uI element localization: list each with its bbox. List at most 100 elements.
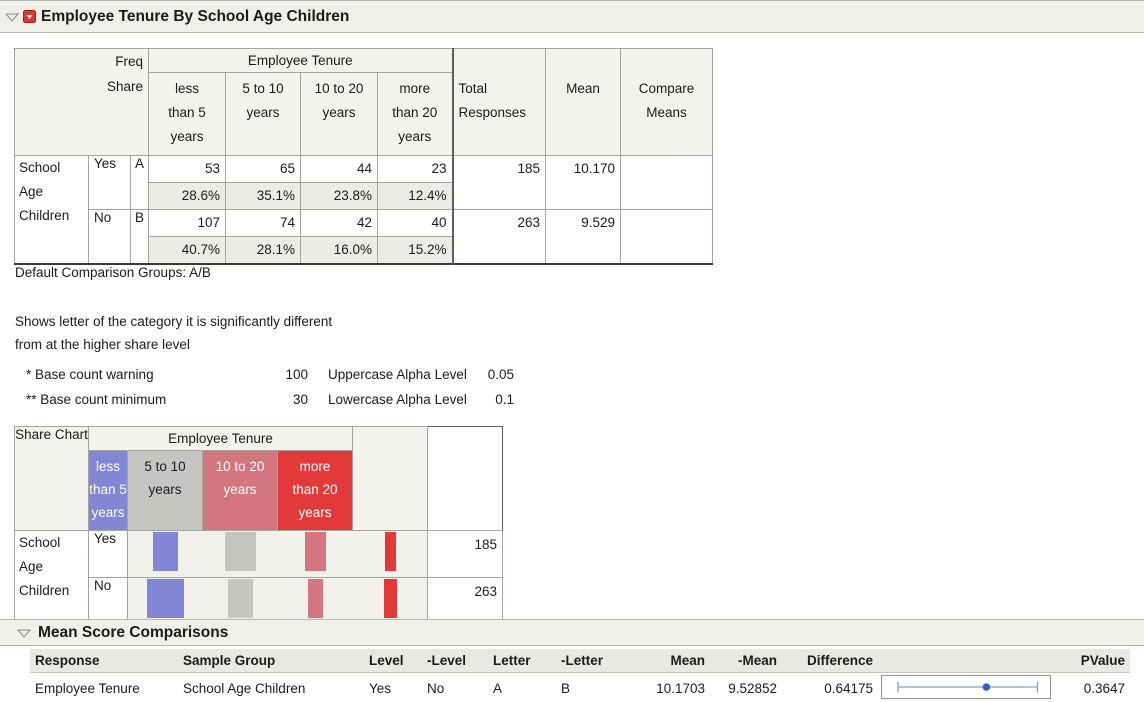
compare-means-cell-no bbox=[620, 209, 713, 265]
col-pvalue: PValue bbox=[1054, 649, 1130, 673]
count-yes-10-to-20: 44 bbox=[300, 155, 378, 183]
category-header-10-to-20-years: 10 to 20 years bbox=[202, 450, 278, 531]
level-yes: Yes bbox=[88, 155, 131, 210]
freq-share-corner: Freq Share bbox=[14, 48, 149, 156]
share-bar-no-1 bbox=[227, 579, 254, 618]
base-count-warning-value: 100 bbox=[285, 367, 308, 382]
mean-score-comparisons-table: Response Sample Group Level -Level Lette… bbox=[30, 649, 1130, 702]
header-line: than 20 bbox=[292, 482, 338, 497]
value-difference: 0.64175 bbox=[782, 672, 878, 702]
row-group-line: School bbox=[19, 160, 61, 175]
col-difference: Difference bbox=[782, 649, 878, 673]
share-yes-more-than-20: 12.4% bbox=[377, 182, 453, 210]
header-line: 10 to 20 bbox=[215, 459, 265, 474]
col-minus-letter: -Letter bbox=[556, 649, 630, 673]
value-level: Yes bbox=[364, 672, 422, 702]
disclosure-triangle-icon[interactable] bbox=[5, 10, 19, 24]
value-letter: A bbox=[488, 672, 556, 702]
significance-note: Shows letter of the category it is signi… bbox=[15, 310, 332, 356]
row-group-line: Age bbox=[19, 559, 44, 574]
col-header-less-than-5-years: less than 5 years bbox=[148, 72, 226, 156]
header-line: 5 to 10 bbox=[242, 81, 284, 96]
value-minus-mean: 9.52852 bbox=[710, 672, 782, 702]
significance-note-line2: from at the higher share level bbox=[15, 337, 190, 352]
compare-header-line: Means bbox=[646, 105, 687, 120]
header-line: less bbox=[174, 81, 199, 96]
col-minus-level: -Level bbox=[422, 649, 488, 673]
share-no-10-to-20: 16.0% bbox=[300, 236, 378, 265]
col-response: Response bbox=[30, 649, 178, 673]
share-chart-level-no: No bbox=[88, 577, 128, 626]
share-chart-group-header: Employee Tenure bbox=[88, 426, 353, 451]
col-minus-mean: -Mean bbox=[710, 649, 782, 673]
share-chart-total-no: 263 bbox=[427, 577, 503, 626]
share-bars-cell-no bbox=[127, 577, 428, 626]
share-bar-yes-0 bbox=[152, 532, 179, 571]
header-line: years bbox=[170, 129, 204, 144]
share-bar-no-0 bbox=[147, 579, 184, 618]
ci-plot-svg bbox=[881, 675, 1051, 699]
row-group-line: Children bbox=[19, 208, 70, 223]
share-bar-yes-1 bbox=[224, 532, 257, 571]
disclosure-triangle-icon[interactable] bbox=[17, 626, 31, 640]
header-line: years bbox=[91, 505, 125, 520]
total-no: 263 bbox=[451, 209, 546, 265]
lowercase-alpha-label: Lowercase Alpha Level bbox=[328, 392, 467, 407]
mean-header-label: Mean bbox=[566, 81, 600, 96]
total-header-line: Total bbox=[458, 81, 488, 96]
col-header-10-to-20-years: 10 to 20 years bbox=[300, 72, 378, 156]
header-line: than 5 bbox=[89, 482, 127, 497]
mean-header: Mean bbox=[545, 48, 621, 156]
share-no-more-than-20: 15.2% bbox=[377, 236, 453, 265]
header-line: years bbox=[398, 129, 432, 144]
header-line: than 20 bbox=[392, 105, 438, 120]
row-group-line: Age bbox=[19, 184, 44, 199]
share-bar-area-no bbox=[129, 578, 427, 619]
count-no-5-to-10: 74 bbox=[225, 209, 301, 237]
header-line: less bbox=[95, 459, 120, 474]
significance-note-line1: Shows letter of the category it is signi… bbox=[15, 314, 333, 329]
row-group-line: School bbox=[19, 535, 61, 550]
col-header-more-than-20-years: more than 20 years bbox=[377, 72, 453, 156]
compare-header-line: Compare bbox=[638, 81, 695, 96]
share-bars-cell-yes bbox=[127, 530, 428, 578]
uppercase-alpha-label: Uppercase Alpha Level bbox=[328, 367, 467, 382]
count-no-10-to-20: 42 bbox=[300, 209, 378, 237]
count-no-less-than-5: 107 bbox=[148, 209, 226, 237]
share-bar-yes-2 bbox=[304, 532, 327, 571]
total-header-line: Responses bbox=[458, 105, 527, 120]
level-no: No bbox=[88, 209, 131, 265]
compare-means-cell-yes bbox=[620, 155, 713, 210]
header-line: than 5 bbox=[168, 105, 206, 120]
mean-score-title-bar: Mean Score Comparisons bbox=[0, 619, 1144, 646]
value-pvalue: 0.3647 bbox=[1054, 672, 1130, 702]
col-level: Level bbox=[364, 649, 422, 673]
col-mean: Mean bbox=[630, 649, 710, 673]
compare-means-header: Compare Means bbox=[620, 48, 713, 156]
share-chart-row-group-label: School Age Children bbox=[14, 530, 89, 626]
category-header-5-to-10-years: 5 to 10 years bbox=[127, 450, 203, 531]
category-header-more-than-20-years: more than 20 years bbox=[277, 450, 353, 531]
share-label: Share bbox=[106, 79, 143, 94]
header-line: 10 to 20 bbox=[314, 81, 364, 96]
category-header-less-than-5-years: less than 5 years bbox=[88, 450, 128, 531]
red-triangle-menu-icon[interactable] bbox=[23, 10, 36, 23]
confidence-interval-plot bbox=[878, 672, 1054, 702]
uppercase-alpha-value: 0.05 bbox=[487, 367, 514, 382]
base-count-minimum-label: ** Base count minimum bbox=[26, 392, 167, 407]
base-count-warning-label: * Base count warning bbox=[26, 367, 154, 382]
count-yes-more-than-20: 23 bbox=[377, 155, 453, 183]
header-line: years bbox=[148, 482, 182, 497]
default-comparison-groups-note: Default Comparison Groups: A/B bbox=[15, 265, 211, 280]
school-age-children-row-label: School Age Children bbox=[14, 155, 89, 265]
col-letter: Letter bbox=[488, 649, 556, 673]
share-bar-no-3 bbox=[383, 579, 398, 618]
header-line: more bbox=[299, 459, 331, 474]
col-sample-group: Sample Group bbox=[178, 649, 364, 673]
value-minus-level: No bbox=[422, 672, 488, 702]
value-minus-letter: B bbox=[556, 672, 630, 702]
alpha-settings-block: * Base count warning 100 Uppercase Alpha… bbox=[20, 362, 514, 412]
share-chart-total-yes: 185 bbox=[427, 530, 503, 578]
mean-no: 9.529 bbox=[545, 209, 621, 265]
